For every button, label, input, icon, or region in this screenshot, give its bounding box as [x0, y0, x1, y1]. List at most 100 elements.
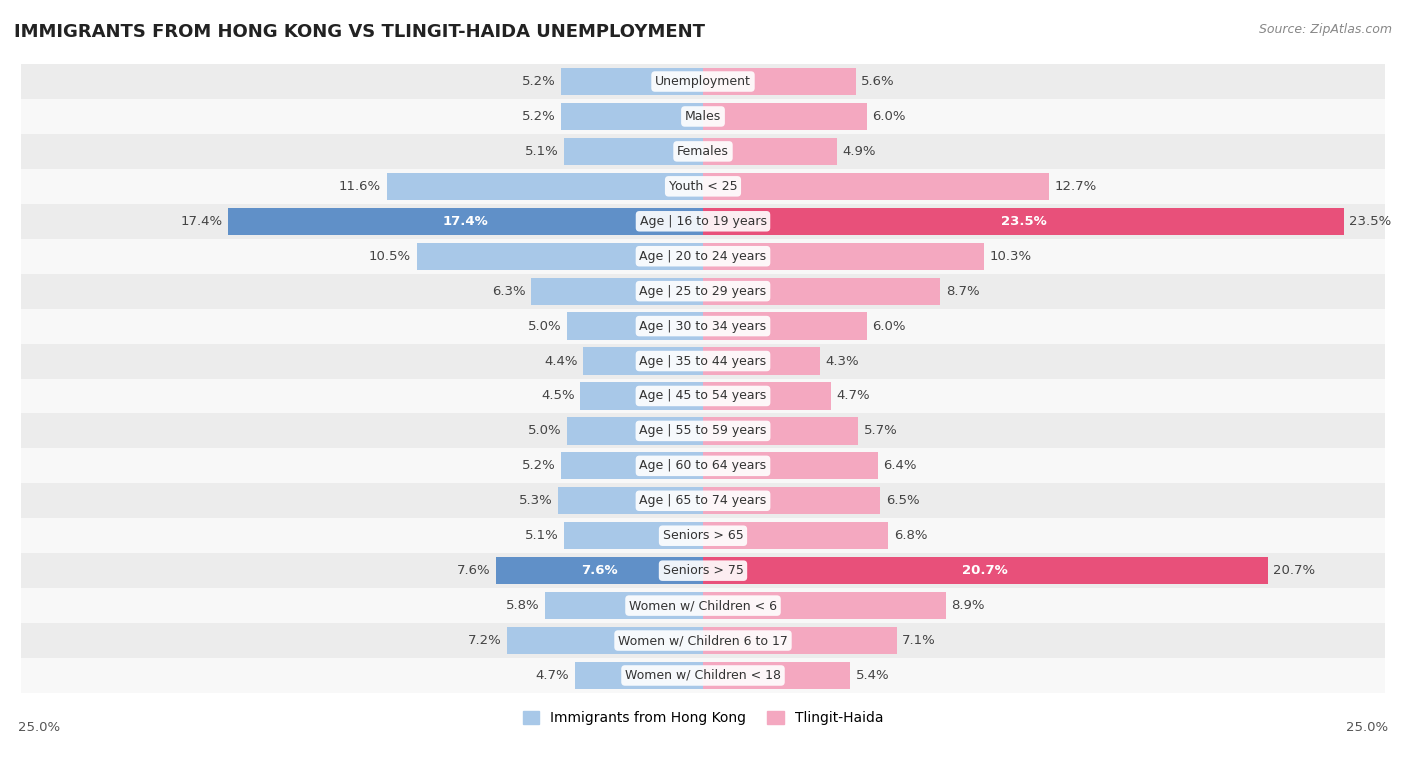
- Bar: [703, 662, 851, 689]
- Bar: [21, 623, 1385, 658]
- Text: IMMIGRANTS FROM HONG KONG VS TLINGIT-HAIDA UNEMPLOYMENT: IMMIGRANTS FROM HONG KONG VS TLINGIT-HAI…: [14, 23, 704, 41]
- Text: 20.7%: 20.7%: [963, 564, 1008, 577]
- Bar: [21, 519, 1385, 553]
- Text: 5.1%: 5.1%: [524, 145, 558, 158]
- Text: Age | 20 to 24 years: Age | 20 to 24 years: [640, 250, 766, 263]
- Text: Females: Females: [678, 145, 728, 158]
- Bar: [561, 103, 703, 130]
- Text: 6.4%: 6.4%: [883, 459, 917, 472]
- Bar: [21, 658, 1385, 693]
- Bar: [387, 173, 703, 200]
- Bar: [228, 207, 703, 235]
- Bar: [21, 448, 1385, 483]
- Text: 7.2%: 7.2%: [467, 634, 501, 647]
- Text: 23.5%: 23.5%: [1001, 215, 1046, 228]
- Bar: [703, 592, 946, 619]
- Text: 17.4%: 17.4%: [443, 215, 488, 228]
- Bar: [703, 522, 889, 550]
- Bar: [544, 592, 703, 619]
- Text: 6.0%: 6.0%: [872, 319, 905, 332]
- Text: Age | 30 to 34 years: Age | 30 to 34 years: [640, 319, 766, 332]
- Text: 4.5%: 4.5%: [541, 389, 575, 403]
- Text: Source: ZipAtlas.com: Source: ZipAtlas.com: [1258, 23, 1392, 36]
- Text: Age | 60 to 64 years: Age | 60 to 64 years: [640, 459, 766, 472]
- Text: Women w/ Children < 18: Women w/ Children < 18: [626, 669, 780, 682]
- Bar: [703, 417, 859, 444]
- Bar: [703, 488, 880, 515]
- Bar: [703, 382, 831, 410]
- Text: 12.7%: 12.7%: [1054, 180, 1097, 193]
- Bar: [21, 344, 1385, 378]
- Bar: [21, 169, 1385, 204]
- Bar: [703, 68, 856, 95]
- Text: Age | 65 to 74 years: Age | 65 to 74 years: [640, 494, 766, 507]
- Text: Males: Males: [685, 110, 721, 123]
- Text: 5.7%: 5.7%: [863, 425, 897, 438]
- Bar: [21, 64, 1385, 99]
- Text: 4.3%: 4.3%: [825, 354, 859, 368]
- Bar: [416, 242, 703, 269]
- Bar: [21, 274, 1385, 309]
- Bar: [703, 207, 1344, 235]
- Text: 7.6%: 7.6%: [581, 564, 617, 577]
- Bar: [567, 417, 703, 444]
- Text: 5.0%: 5.0%: [527, 319, 561, 332]
- Bar: [21, 238, 1385, 274]
- Bar: [561, 68, 703, 95]
- Text: 11.6%: 11.6%: [339, 180, 381, 193]
- Bar: [21, 378, 1385, 413]
- Bar: [496, 557, 703, 584]
- Bar: [564, 522, 703, 550]
- Text: Age | 25 to 29 years: Age | 25 to 29 years: [640, 285, 766, 298]
- Text: 25.0%: 25.0%: [1346, 721, 1388, 734]
- Text: 6.8%: 6.8%: [894, 529, 928, 542]
- Text: Women w/ Children 6 to 17: Women w/ Children 6 to 17: [619, 634, 787, 647]
- Bar: [21, 553, 1385, 588]
- Text: 6.0%: 6.0%: [872, 110, 905, 123]
- Text: 10.5%: 10.5%: [368, 250, 411, 263]
- Bar: [583, 347, 703, 375]
- Text: 5.1%: 5.1%: [524, 529, 558, 542]
- Text: 25.0%: 25.0%: [18, 721, 60, 734]
- Bar: [21, 309, 1385, 344]
- Text: 5.2%: 5.2%: [522, 110, 555, 123]
- Text: 4.7%: 4.7%: [536, 669, 569, 682]
- Bar: [703, 278, 941, 305]
- Bar: [21, 588, 1385, 623]
- Text: 4.4%: 4.4%: [544, 354, 578, 368]
- Text: Women w/ Children < 6: Women w/ Children < 6: [628, 599, 778, 612]
- Bar: [21, 134, 1385, 169]
- Text: 7.1%: 7.1%: [903, 634, 936, 647]
- Text: 5.4%: 5.4%: [856, 669, 890, 682]
- Bar: [703, 557, 1268, 584]
- Text: 4.7%: 4.7%: [837, 389, 870, 403]
- Text: 5.0%: 5.0%: [527, 425, 561, 438]
- Text: 5.6%: 5.6%: [862, 75, 894, 88]
- Bar: [561, 452, 703, 479]
- Text: 20.7%: 20.7%: [1272, 564, 1315, 577]
- Text: 5.2%: 5.2%: [522, 459, 555, 472]
- Text: Age | 16 to 19 years: Age | 16 to 19 years: [640, 215, 766, 228]
- Text: 5.8%: 5.8%: [506, 599, 540, 612]
- Bar: [703, 173, 1049, 200]
- Text: Age | 35 to 44 years: Age | 35 to 44 years: [640, 354, 766, 368]
- Bar: [21, 99, 1385, 134]
- Text: 8.9%: 8.9%: [952, 599, 984, 612]
- Bar: [703, 138, 837, 165]
- Text: 6.5%: 6.5%: [886, 494, 920, 507]
- Text: 23.5%: 23.5%: [1350, 215, 1392, 228]
- Text: 5.2%: 5.2%: [522, 75, 555, 88]
- Bar: [703, 242, 984, 269]
- Bar: [703, 452, 877, 479]
- Bar: [703, 313, 866, 340]
- Text: Age | 45 to 54 years: Age | 45 to 54 years: [640, 389, 766, 403]
- Bar: [703, 627, 897, 654]
- Bar: [21, 204, 1385, 238]
- Text: Age | 55 to 59 years: Age | 55 to 59 years: [640, 425, 766, 438]
- Text: 8.7%: 8.7%: [946, 285, 980, 298]
- Text: 10.3%: 10.3%: [990, 250, 1032, 263]
- Bar: [564, 138, 703, 165]
- Bar: [567, 313, 703, 340]
- Bar: [575, 662, 703, 689]
- Bar: [581, 382, 703, 410]
